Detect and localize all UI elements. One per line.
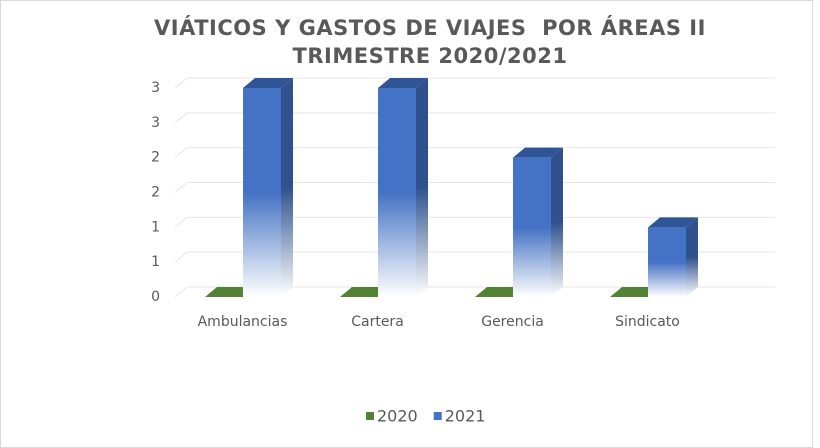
y-tick-label: 0: [151, 289, 160, 305]
bar: [243, 78, 293, 297]
chart-title: VIÁTICOS Y GASTOS DE VIAJES POR ÁREAS II…: [154, 16, 714, 68]
bar-side: [686, 217, 698, 297]
grid-line: [174, 286, 775, 298]
grid-line: [174, 112, 775, 124]
grid-line: [174, 147, 775, 159]
y-tick-label: 1: [151, 219, 160, 235]
y-tick-label: 3: [151, 115, 160, 131]
bar: [340, 287, 390, 297]
grid-line: [174, 77, 775, 89]
bar: [610, 287, 660, 297]
bar-front: [513, 157, 551, 297]
bar-top: [648, 217, 698, 228]
legend-label: 2021: [445, 407, 486, 426]
bar-top: [205, 287, 255, 297]
x-tick-label: Gerencia: [481, 314, 544, 330]
x-tick-label: Ambulancias: [198, 314, 288, 330]
bar-top: [513, 147, 563, 158]
bar-top: [610, 287, 660, 297]
bar-side: [416, 78, 428, 297]
legend-swatch: [366, 412, 374, 420]
bar: [513, 147, 563, 297]
bar: [205, 287, 255, 297]
legend-label: 2020: [377, 407, 418, 426]
bar-top: [243, 78, 293, 88]
grid-line: [174, 251, 775, 263]
bar: [648, 217, 698, 297]
x-tick-label: Cartera: [351, 314, 404, 330]
bar-side: [281, 78, 293, 297]
bar-front: [378, 88, 416, 297]
bar-front: [648, 227, 686, 297]
bar-front: [243, 88, 281, 297]
y-tick-label: 3: [151, 80, 160, 96]
bar-side: [551, 147, 563, 297]
y-tick-label: 2: [151, 185, 160, 201]
y-tick-label: 2: [151, 150, 160, 166]
bar-top: [378, 78, 428, 88]
bar-top: [475, 287, 525, 297]
bar: [475, 287, 525, 297]
bar-top: [340, 287, 390, 297]
y-tick-label: 1: [151, 254, 160, 270]
grid-line: [174, 216, 775, 228]
grid-line: [174, 182, 775, 193]
x-tick-label: Sindicato: [615, 314, 680, 330]
bar: [378, 78, 428, 297]
legend-swatch: [433, 412, 442, 420]
